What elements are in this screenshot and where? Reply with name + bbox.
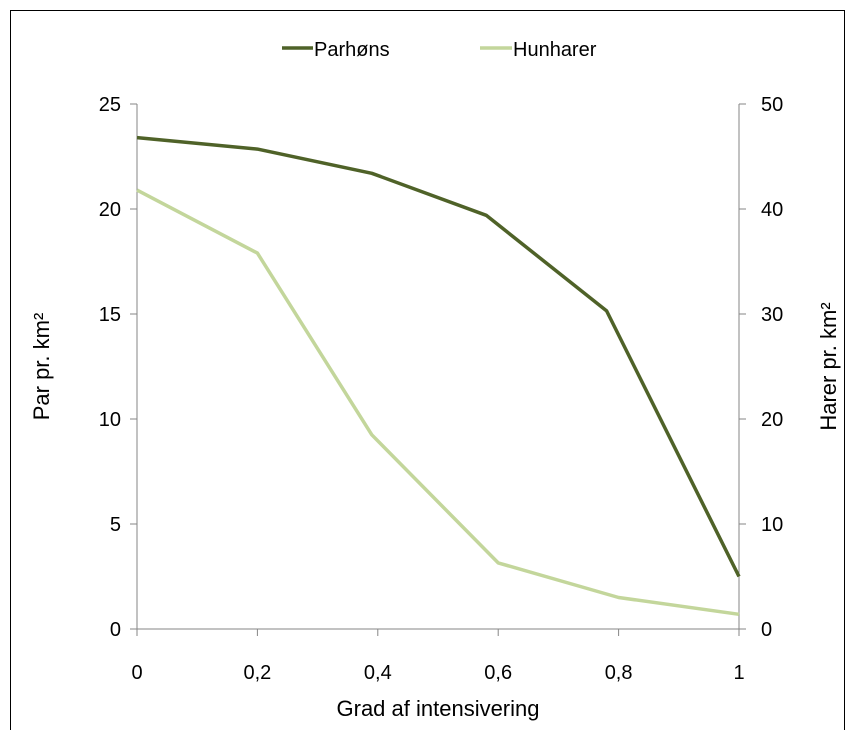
x-tick-label: 0,2	[243, 662, 271, 684]
legend-label: Parhøns	[314, 39, 390, 61]
y-left-tick-label: 0	[110, 619, 121, 641]
y-right-tick-label: 0	[761, 619, 772, 641]
y-axis-right-label: Harer pr. km²	[816, 302, 841, 430]
y-right-tick-label: 10	[761, 514, 783, 536]
y-right-tick-label: 20	[761, 409, 783, 431]
y-right-tick-label: 40	[761, 199, 783, 221]
chart-frame	[10, 10, 845, 730]
y-left-tick-label: 15	[99, 304, 121, 326]
x-axis-label: Grad af intensivering	[337, 696, 540, 721]
x-tick-label: 0,4	[364, 662, 392, 684]
axes: 0 5 10 15 20 25 0 10 20 30 40 50 0 0,2 0,4 0,6 0,8 1	[99, 94, 784, 684]
y-left-tick-label: 20	[99, 199, 121, 221]
y-axis-left-label: Par pr. km²	[29, 313, 54, 421]
x-tick-label: 0	[131, 662, 142, 684]
series-line-parh-ns	[136, 135, 741, 578]
legend: Parhøns Hunharer	[282, 39, 597, 61]
y-left-tick-label: 25	[99, 94, 121, 116]
x-tick-label: 0,6	[484, 662, 512, 684]
series-lines	[136, 135, 741, 617]
x-tick-label: 1	[733, 662, 744, 684]
x-tick-label: 0,8	[605, 662, 633, 684]
series-line-hunharer	[136, 188, 740, 617]
y-left-tick-label: 10	[99, 409, 121, 431]
y-left-tick-label: 5	[110, 514, 121, 536]
y-right-tick-label: 50	[761, 94, 783, 116]
legend-label: Hunharer	[513, 39, 597, 61]
y-right-tick-label: 30	[761, 304, 783, 326]
